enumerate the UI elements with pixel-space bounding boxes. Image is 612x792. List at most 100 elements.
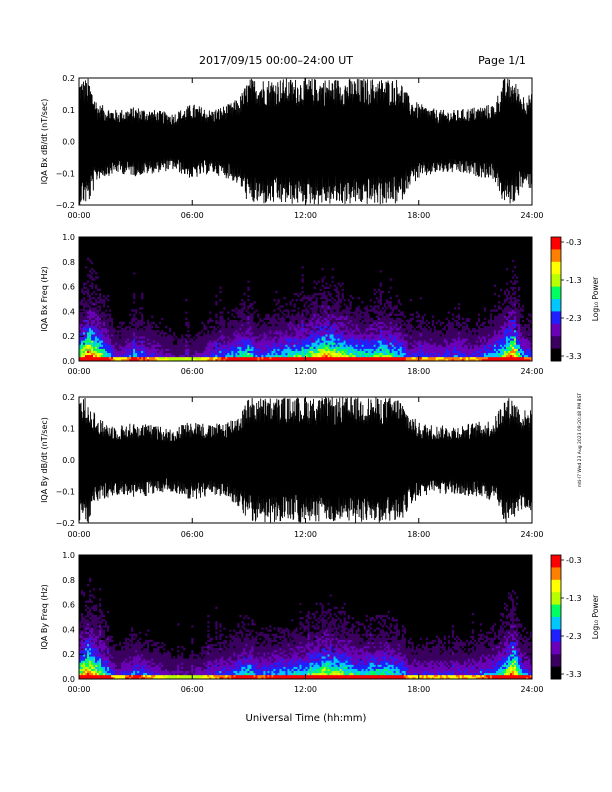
- colorbar-swatch: [551, 674, 561, 678]
- colorbar-swatch: [551, 253, 561, 256]
- colorbar-swatch: [551, 579, 561, 583]
- x-tick-label: 06:00: [181, 211, 204, 220]
- x-tick-label: 06:00: [181, 367, 204, 376]
- colorbar-swatch: [551, 249, 561, 252]
- colorbar-swatch: [551, 621, 561, 624]
- colorbar-swatch: [551, 321, 561, 325]
- colorbar-swatch: [551, 286, 561, 290]
- colorbar-swatch: [551, 581, 561, 585]
- colorbar-frame: [550, 554, 562, 680]
- y-tick-label: 0.1: [62, 106, 75, 115]
- colorbar-swatch: [551, 350, 561, 354]
- colorbar-swatch: [551, 255, 561, 259]
- colorbar-swatch: [551, 259, 561, 263]
- colorbar-swatch: [551, 645, 561, 649]
- colorbar-swatch: [551, 296, 561, 300]
- colorbar-swatch: [551, 317, 561, 321]
- x-tick-label: 18:00: [407, 530, 430, 539]
- colorbar-tick-label: -1.3: [566, 276, 582, 285]
- x-tick-label: 00:00: [67, 211, 90, 220]
- colorbar-swatch: [551, 243, 561, 246]
- colorbar-swatch: [551, 658, 561, 661]
- x-tick-label: 00:00: [67, 367, 90, 376]
- y-tick-label: 0.2: [62, 393, 75, 402]
- colorbar-tick-label: -3.3: [566, 670, 582, 679]
- colorbar-swatch: [551, 348, 561, 352]
- colorbar-swatch: [551, 247, 561, 250]
- colorbar-swatch: [551, 346, 561, 349]
- colorbar-swatch: [551, 619, 561, 622]
- colorbar-swatch: [551, 354, 561, 358]
- colorbar-swatch: [551, 257, 561, 261]
- colorbar-by: -0.3 -1.3 -2.3 -3.3 Log₁₀ Power: [550, 554, 600, 680]
- y-tick-label: 0.2: [62, 332, 75, 341]
- colorbar-swatch: [551, 594, 561, 597]
- colorbar-swatch: [551, 668, 561, 672]
- x-tick-label: 24:00: [520, 685, 543, 694]
- colorbar-swatch: [551, 637, 561, 641]
- colorbar-swatch: [551, 332, 561, 335]
- colorbar-swatch: [551, 299, 561, 302]
- colorbar-swatch: [551, 590, 561, 593]
- y-tick-label: 1.0: [62, 233, 75, 242]
- colorbar-swatch: [551, 617, 561, 620]
- colorbar-swatch: [551, 307, 561, 310]
- colorbar-swatch: [551, 301, 561, 304]
- y-axis-label: IQA Bx dB/dt (nT/sec): [40, 99, 49, 185]
- colorbar-swatch: [551, 265, 561, 269]
- colorbar-swatch: [551, 278, 561, 281]
- colorbar-swatch: [551, 282, 561, 285]
- colorbar-swatch: [551, 274, 561, 277]
- bx-timeseries-panel: 00:00 06:00 12:00 18:00 24:00 0.2 0.1 0.0 −0.1 −0…: [40, 74, 544, 220]
- colorbar-swatch: [551, 648, 561, 651]
- colorbar-swatch: [551, 633, 561, 636]
- colorbar-swatch: [551, 319, 561, 323]
- colorbar-swatch: [551, 557, 561, 560]
- colorbar-swatch: [551, 245, 561, 248]
- colorbar-swatch: [551, 261, 561, 265]
- colorbar-tick-label: -0.3: [566, 238, 582, 247]
- colorbar-swatch: [551, 598, 561, 601]
- colorbar-swatch: [551, 608, 561, 612]
- colorbar-swatch: [551, 305, 561, 308]
- colorbar-swatch: [551, 606, 561, 610]
- colorbar-swatch: [551, 323, 561, 327]
- y-tick-label: 0.1: [62, 425, 75, 434]
- colorbar-swatch: [551, 294, 561, 298]
- colorbar-swatch: [551, 344, 561, 347]
- x-tick-label: 18:00: [407, 211, 430, 220]
- colorbar-swatch: [551, 276, 561, 279]
- colorbar-swatch: [551, 263, 561, 267]
- y-tick-label: −0.2: [56, 201, 75, 210]
- colorbar-tick-label: -2.3: [566, 632, 582, 641]
- colorbar-swatch: [551, 639, 561, 643]
- x-axis-title: Universal Time (hh:mm): [246, 713, 367, 724]
- colorbar-swatch: [551, 237, 561, 240]
- colorbar-swatch: [551, 567, 561, 570]
- y-tick-label: 0.0: [62, 675, 75, 684]
- y-tick-label: 0.4: [62, 625, 75, 634]
- y-tick-label: 0.2: [62, 650, 75, 659]
- colorbar-swatch: [551, 670, 561, 674]
- colorbar-swatch: [551, 288, 561, 292]
- colorbar-tick-label: -2.3: [566, 314, 582, 323]
- y-tick-label: 0.2: [62, 74, 75, 83]
- colorbar-tick-label: -3.3: [566, 352, 582, 361]
- colorbar-swatch: [551, 241, 561, 244]
- colorbar-tick-label: -1.3: [566, 594, 582, 603]
- colorbar-swatch: [551, 340, 561, 343]
- colorbar-swatch: [551, 559, 561, 562]
- x-tick-label: 00:00: [67, 685, 90, 694]
- colorbar-swatch: [551, 358, 561, 362]
- colorbar-swatch: [551, 573, 561, 577]
- y-tick-label: 0.0: [62, 138, 75, 147]
- y-tick-label: −0.2: [56, 519, 75, 528]
- by-timeseries-panel: 00:00 06:00 12:00 18:00 24:00 0.2 0.1 0.0 −0.1 −0…: [40, 393, 544, 539]
- colorbar-swatch: [551, 272, 561, 275]
- colorbar-swatch: [551, 625, 561, 628]
- colorbar-swatch: [551, 623, 561, 626]
- colorbar-swatch: [551, 338, 561, 341]
- y-tick-label: 0.6: [62, 283, 75, 292]
- colorbar-swatch: [551, 652, 561, 655]
